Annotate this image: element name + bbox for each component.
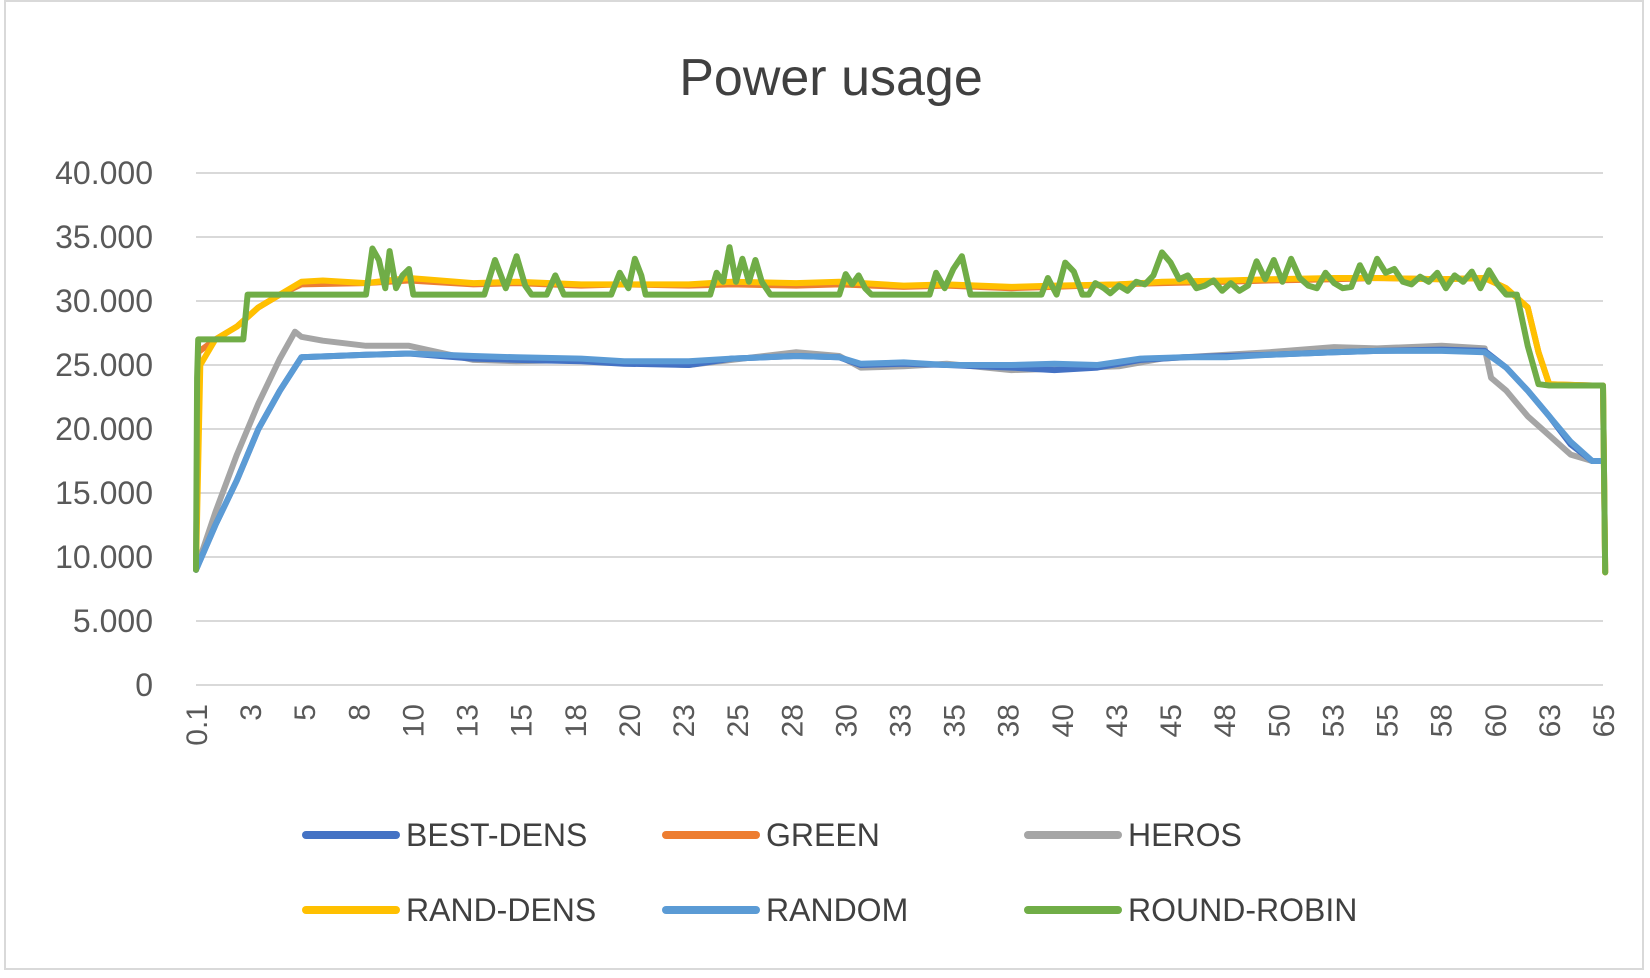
y-tick-label: 30.000 (55, 283, 153, 319)
y-tick-label: 20.000 (55, 411, 153, 447)
legend-label-rand-dens: RAND-DENS (406, 892, 596, 928)
x-tick-label: 53 (1317, 704, 1350, 737)
x-tick-label: 25 (722, 704, 755, 737)
series-line-round-robin (193, 244, 1609, 576)
legend-label-random: RANDOM (766, 892, 908, 928)
x-tick-label: 20 (614, 704, 647, 737)
x-tick-label: 50 (1263, 704, 1296, 737)
x-tick-label: 60 (1480, 704, 1513, 737)
y-axis-tick-labels: 40.000 35.000 30.000 25.000 20.000 15.000 10.0… (55, 155, 153, 703)
x-tick-label: 3 (235, 704, 268, 721)
x-tick-label: 43 (1101, 704, 1134, 737)
series-line-best-dens (193, 346, 1606, 573)
series-line-rand-dens (193, 275, 1609, 576)
x-tick-label: 5 (289, 704, 322, 721)
series-line-heros (193, 328, 1606, 573)
chart-title: Power usage (679, 49, 983, 107)
legend-label-round-robin: ROUND-ROBIN (1128, 892, 1357, 928)
power-usage-chart: Power usage 40.00035.00030.00025.00020.0… (55, 49, 1621, 928)
series-lines (193, 244, 1609, 576)
series-line-green (193, 275, 1609, 576)
x-tick-label: 35 (939, 704, 972, 737)
x-tick-label: 63 (1534, 704, 1567, 737)
x-tick-label: 23 (668, 704, 701, 737)
grid-lines (196, 172, 1603, 686)
y-tick-label: 35.000 (55, 219, 153, 255)
series-line-random (193, 347, 1606, 573)
x-tick-label: 48 (1209, 704, 1242, 737)
y-tick-label: 5.000 (73, 603, 153, 639)
x-tick-label: 55 (1372, 704, 1405, 737)
x-tick-label: 13 (452, 704, 485, 737)
x-tick-label: 40 (1047, 704, 1080, 737)
y-tick-label: 40.000 (55, 155, 153, 191)
x-tick-label: 18 (560, 704, 593, 737)
x-tick-label: 15 (506, 704, 539, 737)
x-axis-tick-labels: 0.1 3 5 8 10 13 15 18 20 23 25 28 30 33 35 38 40 43 45 48 50… (181, 704, 1621, 746)
y-tick-label: 15.000 (55, 475, 153, 511)
x-tick-label: 28 (776, 704, 809, 737)
x-tick-label: 10 (397, 704, 430, 737)
legend-label-best-dens: BEST-DENS (406, 817, 587, 853)
y-tick-label: 10.000 (55, 539, 153, 575)
legend: BEST-DENS GREEN HEROS RAND-DENS RANDOM ROUND-… (302, 817, 1357, 928)
legend-label-green: GREEN (766, 817, 880, 853)
x-tick-label: 38 (993, 704, 1026, 737)
x-tick-label: 58 (1426, 704, 1459, 737)
legend-label-heros: HEROS (1128, 817, 1242, 853)
x-tick-label: 65 (1588, 704, 1621, 737)
chart-area: Power usage 40.000 35.000 30.000 25.000 20.0… (4, 0, 1644, 970)
y-tick-label: 0 (135, 667, 153, 703)
x-tick-label: 45 (1155, 704, 1188, 737)
x-tick-label: 0.1 (181, 704, 214, 746)
x-tick-label: 30 (830, 704, 863, 737)
x-tick-label: 33 (885, 704, 918, 737)
y-tick-label: 25.000 (55, 347, 153, 383)
x-tick-label: 8 (343, 704, 376, 721)
